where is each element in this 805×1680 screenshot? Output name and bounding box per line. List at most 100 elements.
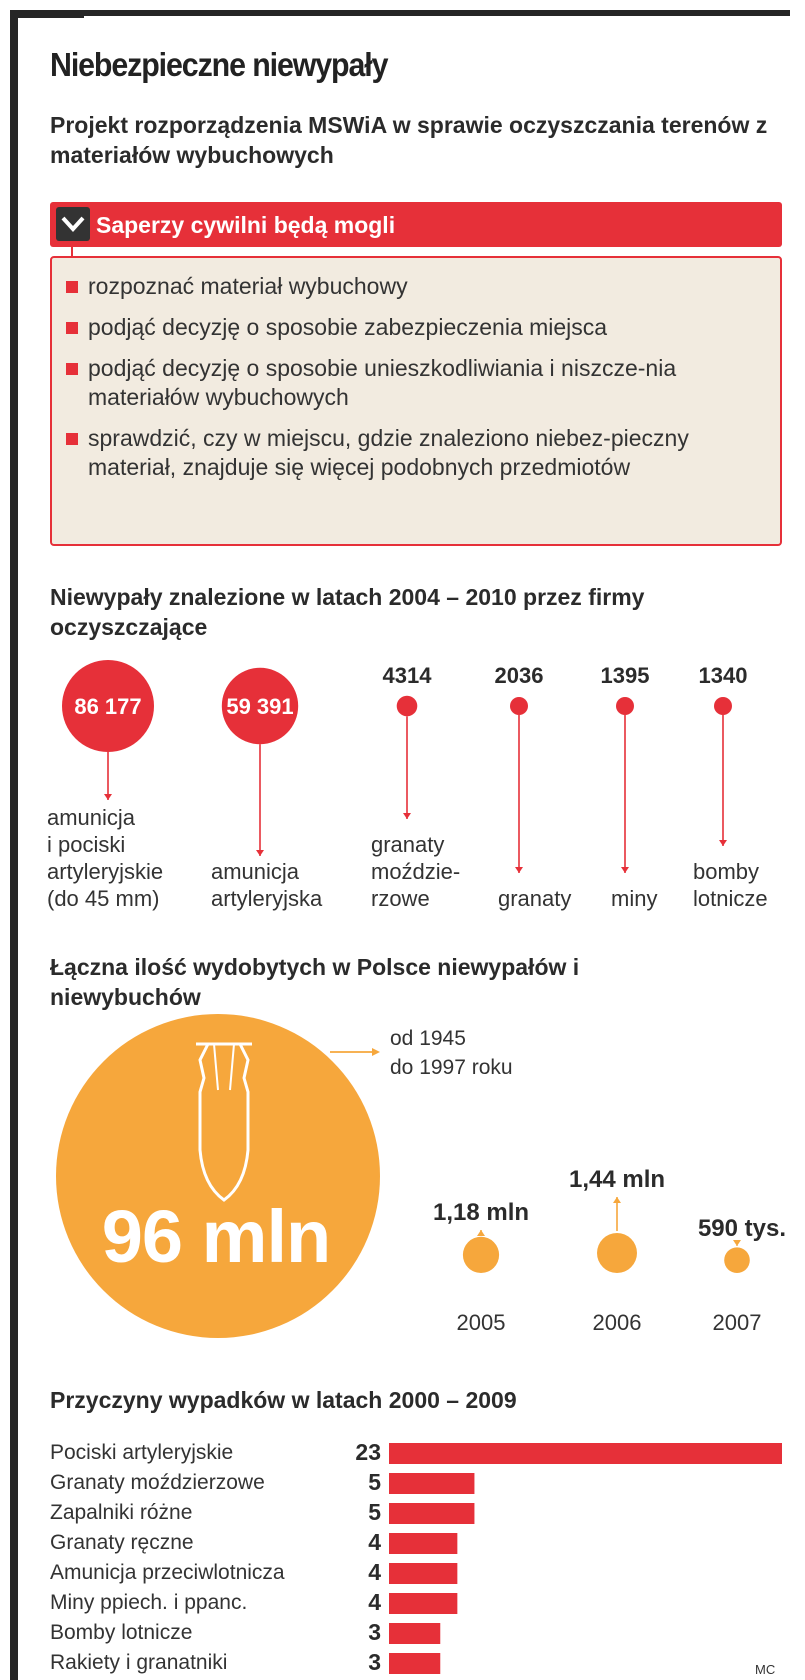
bullet-square-icon bbox=[66, 433, 78, 445]
list-item-text: podjąć decyzję o sposobie zabezpieczenia… bbox=[88, 314, 608, 340]
bar-category-label: Bomby lotnicze bbox=[50, 1621, 192, 1644]
bubble-3 bbox=[510, 697, 528, 715]
bubble-4 bbox=[616, 697, 634, 715]
bubble-arrow-1-head bbox=[256, 850, 264, 856]
category-label-line: bomby bbox=[693, 859, 759, 884]
category-label-line: artyleryjska bbox=[211, 886, 323, 911]
bar-value-label: 5 bbox=[368, 1469, 381, 1495]
year-bubble-0 bbox=[462, 1236, 500, 1273]
bubble-value-label: 1395 bbox=[601, 663, 650, 688]
list-item-text: podjąć decyzję o sposobie unieszkodliwia… bbox=[88, 355, 677, 410]
bar-value-label: 4 bbox=[368, 1559, 381, 1585]
year-arrow-2-head bbox=[733, 1240, 741, 1246]
category-label-line: lotnicze bbox=[693, 886, 768, 911]
bubble-value-label: 2036 bbox=[495, 663, 544, 688]
bullet-square-icon bbox=[66, 322, 78, 334]
year-value-label: 1,18 mln bbox=[433, 1199, 529, 1226]
chart2-title: Łączna ilość wydobytych w Polsce niewypa… bbox=[50, 954, 580, 1010]
bubble-0 bbox=[62, 660, 154, 752]
list-item-text: rozpoznać materiał wybuchowy bbox=[88, 273, 408, 299]
frame-left-rule bbox=[10, 10, 18, 1680]
main-connector-head bbox=[372, 1048, 380, 1056]
bubble-1 bbox=[221, 667, 299, 745]
bar-4 bbox=[389, 1563, 458, 1584]
bar-category-label: Amunicja przeciwlotnicza bbox=[50, 1561, 285, 1584]
bar-5 bbox=[389, 1593, 458, 1614]
category-label-line: granaty bbox=[371, 832, 444, 857]
list-item: rozpoznać materiał wybuchowy bbox=[66, 272, 766, 301]
list-item: podjąć decyzję o sposobie unieszkodliwia… bbox=[66, 354, 766, 412]
bubble-value-label: 1340 bbox=[699, 663, 748, 688]
source-credit: MC bbox=[755, 1662, 776, 1677]
bar-category-label: Pociski artyleryjskie bbox=[50, 1441, 233, 1464]
bar-value-label: 3 bbox=[368, 1619, 381, 1645]
chart1-title: Niewypały znalezione w latach 2004 – 201… bbox=[50, 584, 645, 640]
bar-2 bbox=[389, 1503, 475, 1524]
bubble-value-label: 59 391 bbox=[226, 694, 293, 719]
frame-corner bbox=[10, 10, 84, 18]
category-label-line: granaty bbox=[498, 886, 571, 911]
period-label-line: od 1945 bbox=[390, 1027, 466, 1050]
period-label-line: do 1997 roku bbox=[390, 1056, 513, 1079]
bubble-2 bbox=[396, 695, 418, 717]
box-pointer bbox=[71, 246, 73, 259]
bar-6 bbox=[389, 1623, 441, 1644]
list-item-text: sprawdzić, czy w miejscu, gdzie znalezio… bbox=[88, 425, 689, 480]
bar-0 bbox=[389, 1443, 782, 1464]
bubble-arrow-3-head bbox=[515, 867, 523, 873]
bubble-5 bbox=[714, 697, 732, 715]
list-item: sprawdzić, czy w miejscu, gdzie znalezio… bbox=[66, 424, 766, 482]
bar-value-label: 23 bbox=[355, 1439, 381, 1465]
bullet-square-icon bbox=[66, 363, 78, 375]
bar-7 bbox=[389, 1653, 441, 1674]
bar-category-label: Zapalniki różne bbox=[50, 1501, 192, 1524]
year-bubble-1 bbox=[597, 1233, 637, 1273]
bar-value-label: 4 bbox=[368, 1589, 381, 1615]
category-label-line: amunicja bbox=[211, 859, 300, 884]
list-item: podjąć decyzję o sposobie zabezpieczenia… bbox=[66, 313, 766, 342]
main-bubble-value: 96 mln bbox=[102, 1195, 330, 1278]
bomb-icon-fin bbox=[213, 1043, 219, 1091]
bullet-square-icon bbox=[66, 281, 78, 293]
year-arrow-1-head bbox=[613, 1197, 621, 1203]
bar-category-label: Rakiety i granatniki bbox=[50, 1651, 227, 1674]
category-label-line: i pociski bbox=[47, 832, 125, 857]
category-label-line: amunicja bbox=[47, 805, 136, 830]
page-subtitle: Projekt rozporządzenia MSWiA w sprawie o… bbox=[50, 112, 768, 168]
page-title: Niebezpieczne niewypały bbox=[50, 46, 388, 83]
year-label: 2007 bbox=[713, 1310, 762, 1335]
bubble-arrow-2-head bbox=[403, 813, 411, 819]
bar-category-label: Miny ppiech. i ppanc. bbox=[50, 1591, 247, 1614]
category-label-line: moździe- bbox=[371, 859, 460, 884]
year-value-label: 1,44 mln bbox=[569, 1166, 665, 1193]
year-bubble-2 bbox=[724, 1247, 750, 1273]
category-label-line: artyleryjskie bbox=[47, 859, 163, 884]
chart3-title: Przyczyny wypadków w latach 2000 – 2009 bbox=[50, 1387, 517, 1413]
main-bubble bbox=[56, 1014, 380, 1338]
category-label-line: (do 45 mm) bbox=[47, 886, 159, 911]
bar-category-label: Granaty moździerzowe bbox=[50, 1471, 265, 1494]
year-label: 2005 bbox=[457, 1310, 506, 1335]
box-heading-bar bbox=[50, 202, 782, 247]
bar-category-label: Granaty ręczne bbox=[50, 1531, 194, 1554]
bubble-value-label: 86 177 bbox=[74, 694, 141, 719]
category-label-line: miny bbox=[611, 886, 657, 911]
box-panel bbox=[50, 256, 782, 546]
bar-3 bbox=[389, 1533, 458, 1554]
bomb-icon-fin bbox=[229, 1043, 235, 1091]
frame-top-rule bbox=[10, 10, 790, 16]
category-label-line: rzowe bbox=[371, 886, 430, 911]
bar-value-label: 5 bbox=[368, 1499, 381, 1525]
bubble-arrow-4-head bbox=[621, 867, 629, 873]
bomb-icon bbox=[198, 1042, 250, 1202]
bar-value-label: 3 bbox=[368, 1649, 381, 1675]
box-heading: Saperzy cywilni będą mogli bbox=[96, 212, 396, 238]
bubble-arrow-0-head bbox=[104, 794, 112, 800]
year-value-label: 590 tys. bbox=[698, 1215, 786, 1242]
bar-1 bbox=[389, 1473, 475, 1494]
year-label: 2006 bbox=[593, 1310, 642, 1335]
chevron-down-icon bbox=[56, 207, 90, 241]
bar-value-label: 4 bbox=[368, 1529, 381, 1555]
bubble-arrow-5-head bbox=[719, 840, 727, 846]
